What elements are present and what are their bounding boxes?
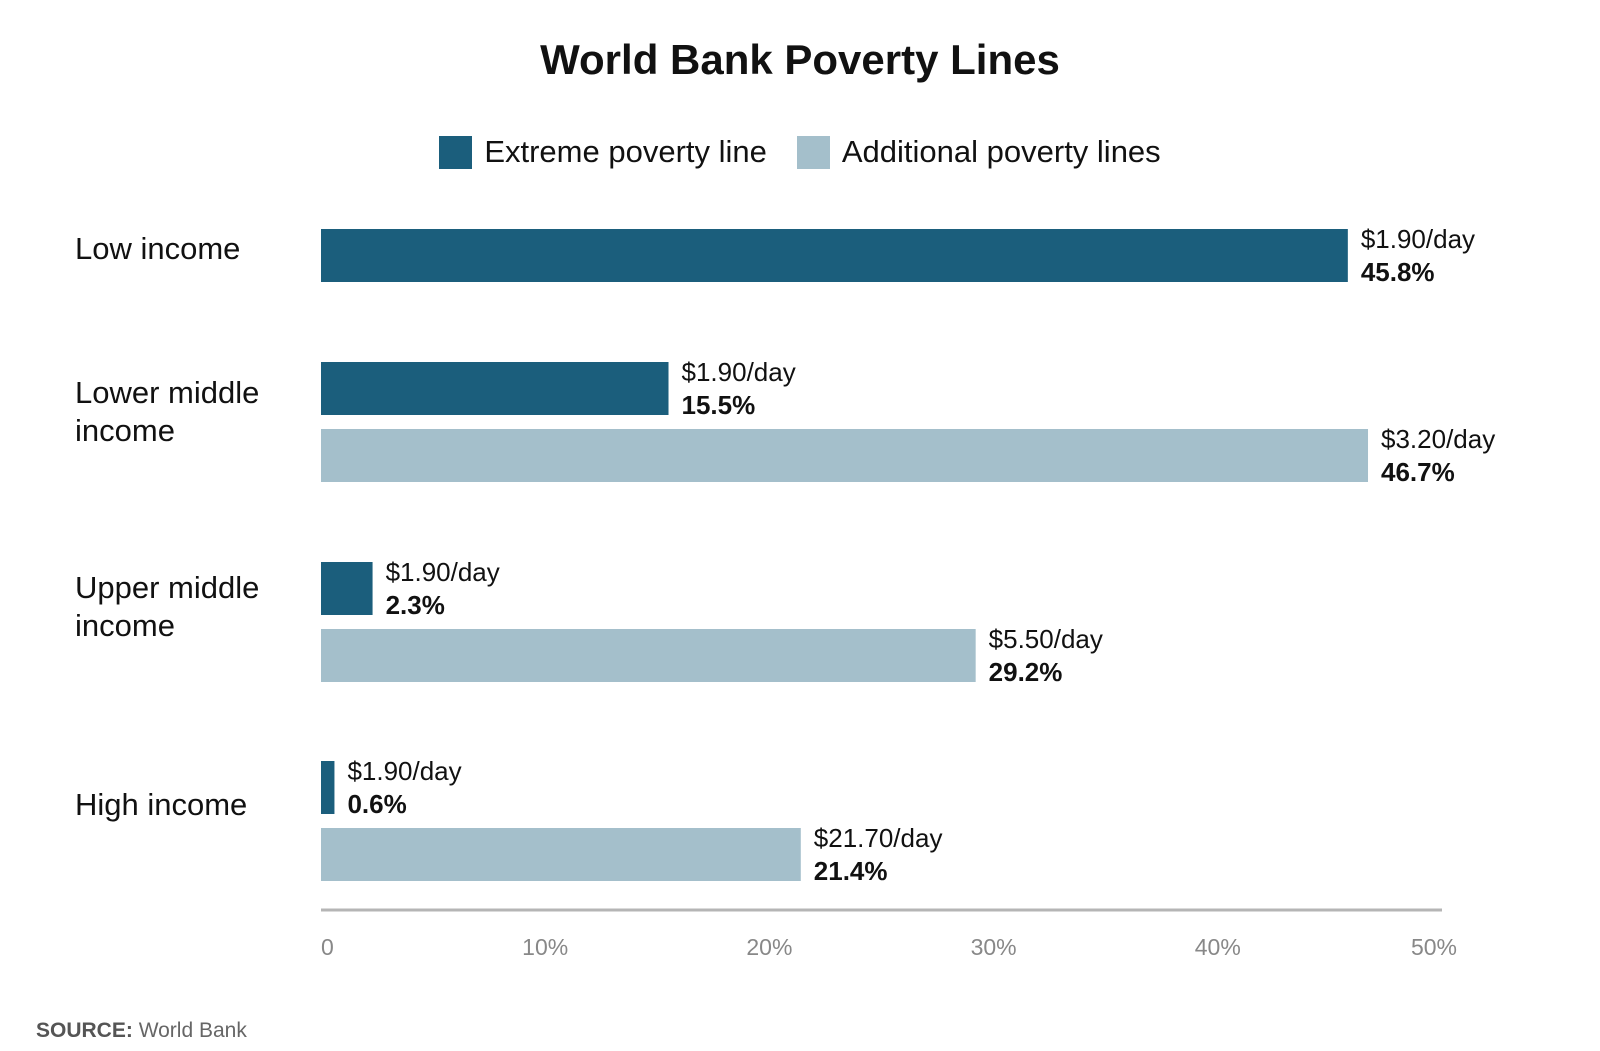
value-label-additional-high-income: 21.4% — [814, 856, 888, 886]
source-text: World Bank — [138, 1019, 247, 1042]
line-label-additional-upper-middle-income: $5.50/day — [989, 624, 1103, 654]
legend-label-additional: Additional poverty lines — [841, 134, 1161, 169]
legend-label-extreme: Extreme poverty line — [484, 134, 767, 169]
x-tick-label-40: 40% — [1195, 934, 1241, 960]
value-label-additional-upper-middle-income: 29.2% — [989, 657, 1063, 687]
x-tick-label-30: 30% — [971, 934, 1017, 960]
legend: Extreme poverty line Additional poverty … — [0, 134, 1600, 170]
line-label-extreme-low-income: $1.90/day — [1361, 224, 1475, 254]
category-label-low-income: Low income — [75, 231, 241, 266]
value-label-extreme-low-income: 45.8% — [1361, 257, 1435, 287]
bar-extreme-lower-middle-income — [321, 362, 669, 415]
x-tick-label-10: 10% — [522, 934, 568, 960]
category-label-upper-middle-income: Upper middle income — [75, 570, 260, 643]
bar-additional-lower-middle-income — [321, 429, 1369, 482]
legend-item-extreme: Extreme poverty line — [439, 134, 767, 170]
bar-additional-high-income — [321, 828, 801, 881]
legend-swatch-additional — [796, 135, 830, 169]
category-label-high-income: High income — [75, 787, 248, 822]
line-label-extreme-high-income: $1.90/day — [347, 756, 461, 786]
x-tick-label-20: 20% — [746, 934, 792, 960]
legend-swatch-extreme — [439, 135, 473, 169]
line-label-additional-high-income: $21.70/day — [814, 823, 943, 853]
value-label-extreme-upper-middle-income: 2.3% — [386, 590, 445, 620]
bar-extreme-high-income — [321, 761, 335, 814]
bar-extreme-low-income — [321, 229, 1348, 282]
x-tick-label-0: 0 — [321, 934, 334, 960]
source-note: SOURCE: World Bank — [36, 1019, 247, 1043]
line-label-extreme-lower-middle-income: $1.90/day — [682, 357, 796, 387]
category-label-lower-middle-income: Lower middle income — [75, 375, 260, 448]
source-label: SOURCE: — [36, 1019, 133, 1042]
value-label-extreme-high-income: 0.6% — [347, 789, 406, 819]
value-label-additional-lower-middle-income: 46.7% — [1381, 457, 1455, 487]
x-tick-label-50: 50% — [1411, 934, 1457, 960]
legend-item-additional: Additional poverty lines — [796, 134, 1161, 170]
value-label-extreme-lower-middle-income: 15.5% — [682, 390, 756, 420]
bar-extreme-upper-middle-income — [321, 562, 373, 615]
line-label-extreme-upper-middle-income: $1.90/day — [386, 557, 500, 587]
chart-title: World Bank Poverty Lines — [540, 36, 1060, 83]
line-label-additional-lower-middle-income: $3.20/day — [1381, 424, 1495, 454]
bar-additional-upper-middle-income — [321, 629, 976, 682]
